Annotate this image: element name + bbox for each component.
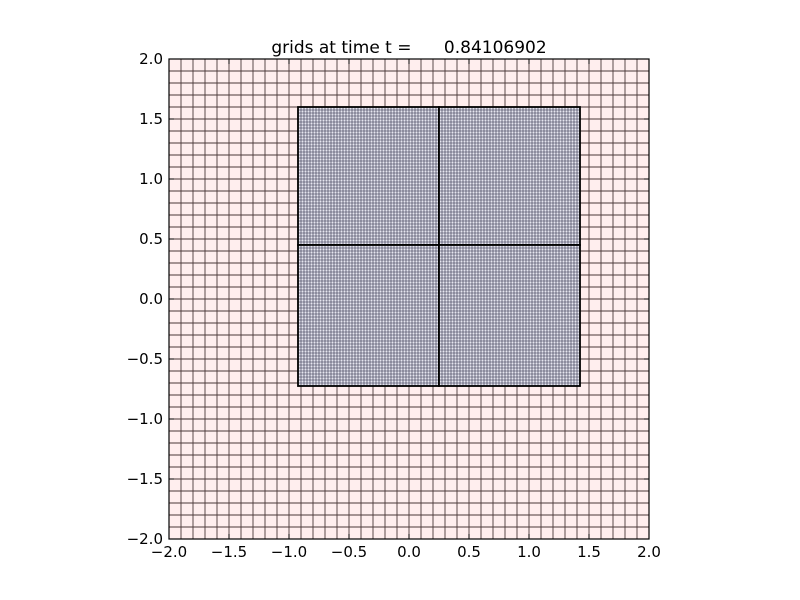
y-tick-label: −1.5 xyxy=(127,470,163,488)
x-tick-label: −1.0 xyxy=(271,543,307,561)
y-tick-label: −1.0 xyxy=(127,410,163,428)
patch-level-2-2 xyxy=(297,244,440,387)
y-tick-label: 0.0 xyxy=(139,290,163,308)
x-tick-label: −1.5 xyxy=(211,543,247,561)
grid-lines xyxy=(438,106,581,246)
ticks-layer: −2.0 −1.5 −1.0 −0.5 0.0 0.5 1.0 1.5 2.0 −2.0 −1.5 −… xyxy=(127,50,661,561)
y-tick-label: 2.0 xyxy=(139,50,163,68)
x-tick-label: −2.0 xyxy=(151,543,187,561)
patch-fill xyxy=(298,245,439,386)
x-tick-label: 0.0 xyxy=(397,543,421,561)
grid-lines xyxy=(297,106,440,246)
y-tick-label: 0.5 xyxy=(139,230,163,248)
y-tick-label: −0.5 xyxy=(127,350,163,368)
y-tick-label: 1.5 xyxy=(139,110,163,128)
patch-level-2-1 xyxy=(438,106,581,246)
x-tick-label: 1.5 xyxy=(577,543,601,561)
x-tick-label: −0.5 xyxy=(331,543,367,561)
patch-level-2-3 xyxy=(438,244,581,387)
x-tick-label: 1.0 xyxy=(517,543,541,561)
x-tick-label: 2.0 xyxy=(637,543,661,561)
chart-title: grids at time t = 0.84106902 xyxy=(271,38,546,58)
patch-level-2-0 xyxy=(297,106,440,246)
y-tick-label: 1.0 xyxy=(139,170,163,188)
patch-fill xyxy=(439,245,580,386)
patch-border xyxy=(438,244,581,387)
y-tick-label: −2.0 xyxy=(127,530,163,548)
patches-layer xyxy=(168,58,650,540)
x-tick-label: 0.5 xyxy=(457,543,481,561)
